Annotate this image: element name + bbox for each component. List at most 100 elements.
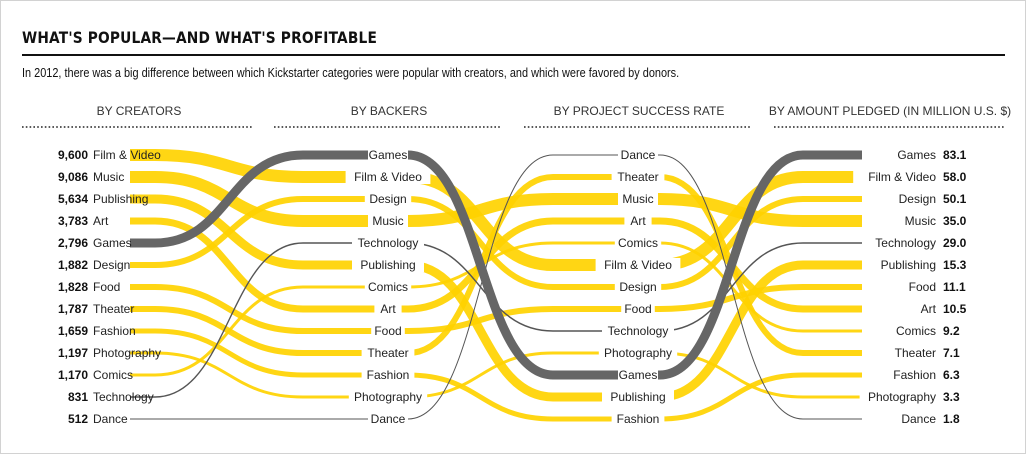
backers-label-games-bg [368,148,408,162]
title-rule [22,54,1005,56]
pledged-label-publishing: Publishing [881,258,936,272]
pledged-value-technology: 29.0 [943,236,967,250]
backers-label-games: Games [369,148,408,162]
success-label-music: Music [622,192,653,206]
backers-label-fashion-bg [361,368,415,382]
success-label-technology-bg [602,324,674,338]
pledged-label-theater: Theater [895,346,936,360]
success-label-food-bg [621,302,655,316]
creators-label-photography: Photography [93,346,161,360]
pledged-label-film-and-video: Film & Video [868,170,936,184]
ribbon-technology [130,242,862,398]
pledged-value-dance: 1.8 [943,412,960,426]
creators-value-art: 3,783 [58,214,88,228]
pledged-value-food: 11.1 [943,280,966,294]
creators-value-fashion: 1,659 [58,324,88,338]
success-label-design-bg [614,280,662,294]
success-label-publishing: Publishing [610,390,665,404]
pledged-label-bg-film-and-video [853,170,936,184]
pledged-label-dance: Dance [901,412,936,426]
ribbon-photography [130,351,862,399]
creators-value-design: 1,882 [58,258,88,272]
creators-value-film-and-video: 9,600 [58,148,88,162]
pledged-value-publishing: 15.3 [943,258,967,272]
column-header-3: BY PROJECT SUCCESS RATE [554,104,725,118]
backers-label-fashion: Fashion [367,368,410,382]
backers-label-theater: Theater [367,346,408,360]
ribbon-film-and-video [130,149,862,271]
backers-label-food: Food [374,324,401,338]
creators-label-art: Art [93,214,109,228]
pledged-value-film-and-video: 58.0 [943,170,967,184]
success-label-dance-bg [618,148,658,162]
creators-label-technology: Technology [93,390,154,404]
column-header-4: BY AMOUNT PLEDGED (IN MILLION U.S. $) [769,104,1011,118]
backers-label-dance-bg [368,412,408,426]
creators-value-technology: 831 [68,390,88,404]
pledged-value-fashion: 6.3 [943,368,960,382]
pledged-value-design: 50.1 [943,192,967,206]
creators-label-food: Food [93,280,120,294]
pledged-label-bg-theater [885,346,936,360]
pledged-label-bg-comics [891,324,936,338]
ribbon-publishing [130,194,862,402]
creators-label-music: Music [93,170,124,184]
pledged-label-bg-design [891,192,936,206]
ribbon-fashion [130,328,862,422]
pledged-label-bg-music [898,214,936,228]
backers-label-music: Music [372,214,403,228]
creators-label-fashion: Fashion [93,324,136,338]
backers-label-film-and-video-bg [345,170,431,184]
success-label-film-and-video: Film & Video [604,258,672,272]
backers-label-food-bg [371,324,405,338]
backers-label-photography-bg [348,390,428,404]
pledged-label-bg-art [910,302,936,316]
creators-label-dance: Dance [93,412,128,426]
backers-label-film-and-video: Film & Video [354,170,422,184]
success-label-fashion: Fashion [617,412,660,426]
ribbon-food [130,284,862,334]
category-labels: 9,600 Film & Video 9,086 Music 5,634 Publishi… [58,148,967,426]
backers-label-comics-bg [364,280,412,294]
success-label-fashion-bg [611,412,665,426]
creators-label-design: Design [93,258,130,272]
pledged-value-photography: 3.3 [943,390,960,404]
pledged-label-photography: Photography [868,390,936,404]
success-label-design: Design [619,280,656,294]
backers-label-design-bg [364,192,412,206]
pledged-label-comics: Comics [896,324,936,338]
pledged-label-bg-dance [898,412,936,426]
creators-label-games: Games [93,236,132,250]
pledged-label-design: Design [899,192,936,206]
creators-label-publishing: Publishing [93,192,148,206]
creators-label-comics: Comics [93,368,133,382]
success-label-photography: Photography [604,346,672,360]
pledged-label-music: Music [905,214,936,228]
backers-label-technology: Technology [358,236,419,250]
ribbon-games [130,150,862,380]
success-label-dance: Dance [621,148,656,162]
creators-value-publishing: 5,634 [58,192,88,206]
backers-label-music-bg [368,214,408,228]
backers-label-publishing-bg [352,258,424,272]
column-header-1: BY CREATORS [97,104,182,118]
pledged-value-theater: 7.1 [943,346,960,360]
success-label-comics: Comics [618,236,658,250]
success-label-film-and-video-bg [595,258,681,272]
ribbon-theater [130,174,862,356]
pledged-label-food: Food [909,280,936,294]
backers-label-photography: Photography [354,390,422,404]
success-label-theater: Theater [617,170,658,184]
pledged-label-bg-technology [866,236,936,250]
pledged-label-bg-games [898,148,936,162]
creators-value-food: 1,828 [58,280,88,294]
backers-label-design: Design [369,192,406,206]
chart-subtitle: In 2012, there was a big difference betw… [22,65,680,80]
success-label-publishing-bg [602,390,674,404]
creators-value-photography: 1,197 [58,346,88,360]
backers-label-art-bg [374,302,402,316]
creators-value-theater: 1,787 [58,302,88,316]
success-label-art: Art [630,214,646,228]
pledged-label-art: Art [921,302,937,316]
pledged-value-comics: 9.2 [943,324,960,338]
